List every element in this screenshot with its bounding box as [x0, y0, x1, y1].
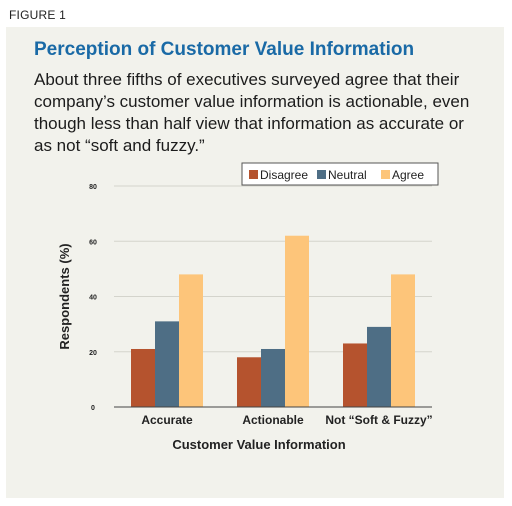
- bar-disagree-0: [131, 348, 155, 407]
- bar-agree-2: [391, 274, 415, 407]
- legend-label-agree: Agree: [392, 168, 424, 182]
- figure-label: FIGURE 1: [9, 8, 66, 22]
- bar-chart: 0 20 40 60 80 Accurate Actionable Not “Soft & …: [57, 162, 439, 452]
- y-tick-labels: 0 20 40 60 80: [89, 184, 97, 412]
- legend-label-neutral: Neutral: [328, 168, 367, 182]
- legend-box: [241, 162, 439, 186]
- y-tick-label: 80: [89, 184, 97, 191]
- y-tick-label: 0: [91, 405, 95, 412]
- legend-swatch-neutral: [317, 170, 326, 179]
- y-tick-label: 60: [89, 239, 97, 246]
- bar-disagree-2: [343, 343, 367, 407]
- legend-label-disagree: Disagree: [260, 168, 308, 182]
- chart-title: Perception of Customer Value Information: [34, 39, 415, 60]
- y-tick-label: 20: [89, 350, 97, 357]
- bar-neutral-1: [261, 348, 285, 407]
- chart-subtitle: About three fifths of executives surveye…: [34, 70, 470, 155]
- bars: [131, 235, 415, 407]
- x-axis-label: Customer Value Information: [172, 437, 345, 452]
- x-tick-label: Actionable: [242, 413, 304, 427]
- bar-disagree-1: [237, 357, 261, 407]
- x-tick-label: Accurate: [141, 413, 193, 427]
- bar-neutral-0: [155, 321, 179, 407]
- bar-agree-1: [285, 235, 309, 407]
- figure-panel: Perception of Customer Value Information…: [6, 27, 504, 498]
- legend-swatch-disagree: [249, 170, 258, 179]
- y-tick-label: 40: [89, 295, 97, 302]
- bar-neutral-2: [367, 326, 391, 407]
- y-axis-label: Respondents (%): [57, 243, 72, 349]
- bar-agree-0: [179, 274, 203, 407]
- legend-swatch-agree: [381, 170, 390, 179]
- x-tick-label: Not “Soft & Fuzzy”: [325, 413, 432, 427]
- x-tick-labels: Accurate Actionable Not “Soft & Fuzzy”: [141, 413, 432, 427]
- legend: Disagree Neutral Agree: [241, 162, 439, 186]
